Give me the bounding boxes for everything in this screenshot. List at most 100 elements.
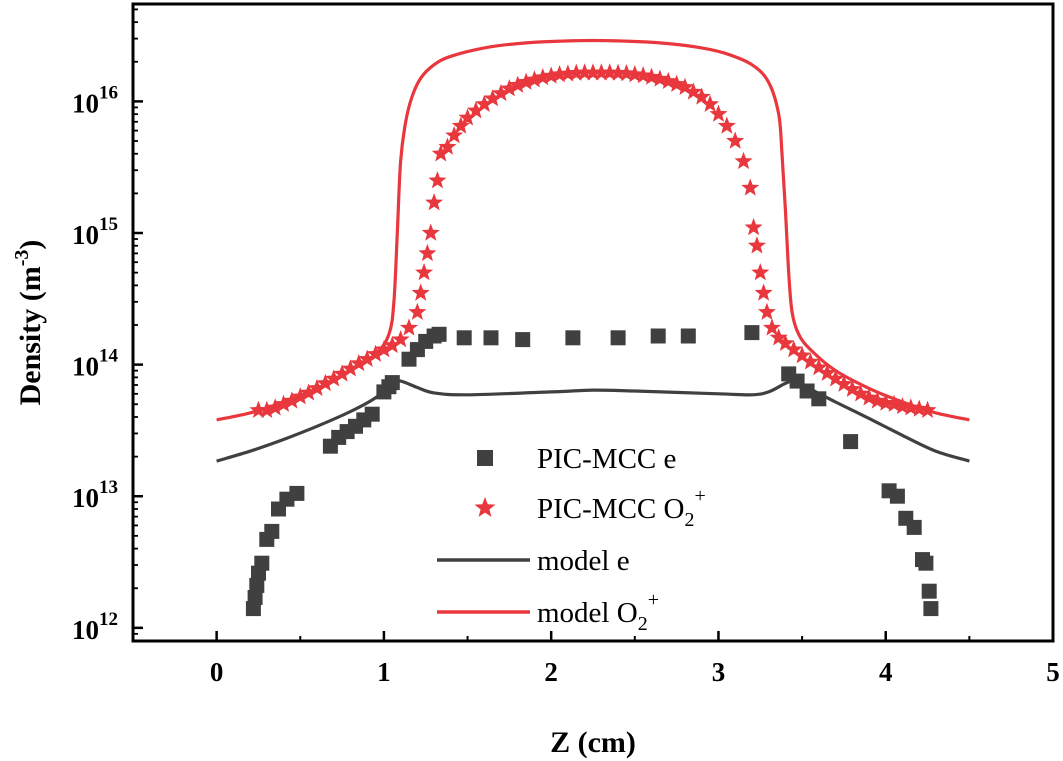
star-marker	[299, 383, 318, 401]
square-marker	[249, 577, 265, 593]
star-marker	[659, 71, 678, 90]
square-marker	[906, 519, 922, 535]
star-marker	[918, 400, 937, 418]
star-marker	[282, 391, 301, 409]
star-marker	[684, 82, 703, 100]
star-marker	[491, 83, 511, 102]
square-marker	[610, 330, 626, 346]
star-marker	[458, 108, 477, 126]
star-marker	[876, 393, 895, 411]
legend-label: model O2+	[537, 589, 659, 635]
star-marker	[483, 89, 502, 107]
legend-star-marker	[474, 497, 496, 517]
star-marker	[415, 263, 434, 281]
star-marker	[859, 388, 879, 406]
star-marker	[508, 75, 527, 93]
square-marker	[289, 485, 305, 501]
star-marker	[868, 391, 887, 409]
star-marker	[274, 394, 293, 412]
star-marker	[901, 398, 920, 416]
star-marker	[358, 349, 377, 367]
star-marker	[383, 335, 402, 354]
star-marker	[757, 302, 776, 320]
star-marker	[533, 67, 552, 86]
star-marker	[793, 346, 812, 364]
legend-label: PIC-MCC O2+	[537, 485, 706, 531]
square-marker	[254, 555, 270, 571]
star-marker	[466, 101, 485, 119]
x-tick-label: 1	[377, 657, 391, 687]
star-marker	[741, 178, 760, 196]
star-marker	[826, 369, 845, 387]
square-marker	[923, 601, 939, 617]
star-marker	[525, 70, 544, 88]
legend-label: model e	[537, 545, 630, 577]
star-marker	[366, 344, 385, 362]
legend-square-marker	[477, 450, 493, 466]
square-marker	[889, 488, 905, 504]
star-marker	[307, 378, 327, 397]
star-marker	[701, 94, 720, 113]
y-axis-title: Density (m-3)	[11, 240, 47, 406]
star-marker	[734, 151, 753, 170]
star-marker	[391, 330, 410, 348]
star-marker	[408, 302, 427, 320]
plot-area	[216, 38, 970, 617]
star-marker	[717, 116, 736, 134]
star-marker	[567, 63, 586, 81]
square-marker	[744, 325, 760, 341]
star-marker	[634, 66, 653, 84]
star-marker	[374, 340, 393, 358]
star-marker	[341, 359, 360, 377]
star-marker	[625, 65, 644, 83]
star-marker	[851, 384, 870, 402]
star-marker	[500, 79, 519, 97]
star-marker	[709, 104, 728, 122]
star-marker	[747, 236, 766, 254]
y-tick-label: 1015	[72, 214, 118, 250]
square-marker	[384, 375, 400, 391]
star-marker	[818, 363, 837, 381]
series-line-3	[216, 38, 970, 422]
star-marker	[324, 369, 343, 387]
star-marker	[667, 74, 686, 92]
star-marker	[445, 126, 464, 144]
y-tick-label: 1014	[72, 346, 119, 382]
star-marker	[809, 358, 828, 376]
star-marker	[675, 77, 695, 95]
square-marker	[680, 328, 696, 344]
star-marker	[418, 243, 437, 262]
star-marker	[843, 379, 862, 397]
star-marker	[762, 318, 782, 336]
star-marker	[316, 373, 335, 392]
legend-label: PIC-MCC e	[537, 443, 676, 475]
star-marker	[583, 63, 603, 81]
star-marker	[438, 137, 457, 155]
square-marker	[264, 523, 280, 539]
square-marker	[247, 590, 263, 605]
star-marker	[600, 63, 619, 81]
x-tick-label: 2	[544, 657, 558, 687]
square-marker	[921, 583, 937, 599]
y-tick-label: 1012	[72, 609, 118, 645]
x-axis-title: Z (cm)	[550, 726, 636, 759]
star-marker	[558, 64, 577, 82]
star-marker	[754, 283, 773, 301]
star-marker	[542, 66, 561, 84]
star-marker	[428, 171, 447, 189]
star-marker	[249, 400, 268, 418]
legend: PIC-MCC e PIC-MCC O2+ model e model O2+	[437, 443, 706, 635]
star-marker	[475, 94, 494, 113]
y-tick-label: 1013	[72, 477, 118, 513]
star-marker	[257, 400, 276, 418]
star-marker	[751, 263, 770, 281]
x-tick-label: 4	[879, 657, 893, 687]
star-marker	[617, 63, 636, 82]
star-marker	[517, 72, 536, 90]
star-marker	[726, 131, 745, 149]
square-marker	[565, 330, 581, 346]
star-marker	[333, 364, 352, 382]
plot-frame	[131, 2, 1055, 643]
star-marker	[910, 399, 929, 417]
